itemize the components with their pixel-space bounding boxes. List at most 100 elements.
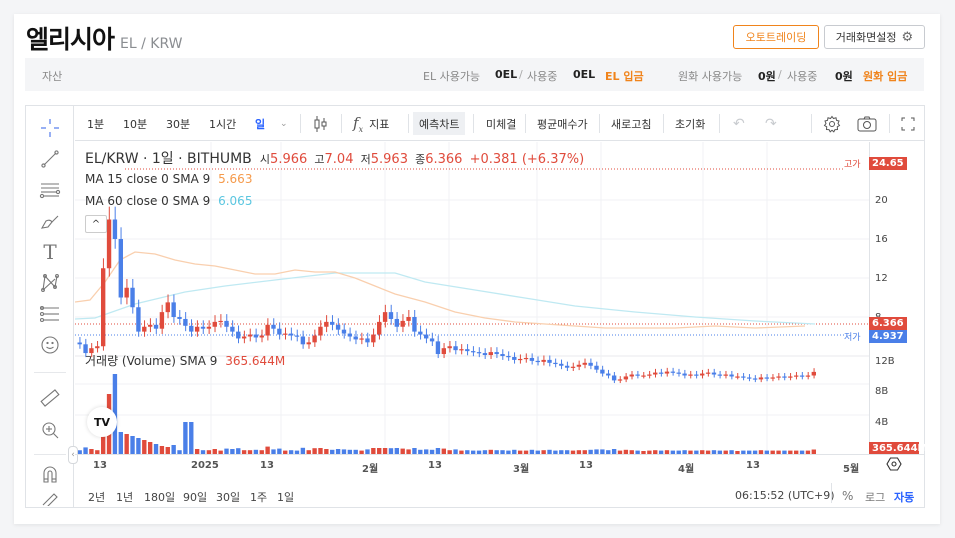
divider [719, 114, 720, 133]
high-label: 고 [314, 153, 325, 166]
collapse-legend-button[interactable]: ^ [85, 215, 107, 233]
time-tick: 13 [428, 460, 442, 471]
coin-name: 엘리시아 [26, 25, 115, 54]
coin-available-value: 0EL [495, 68, 518, 81]
horizontal-lines-icon[interactable] [38, 178, 62, 202]
ma15-value: 5.663 [218, 172, 253, 186]
krw-available-label: 원화 사용가능 [678, 70, 743, 83]
divider [831, 483, 832, 503]
volume-tick: 8B [875, 386, 889, 397]
current-price-tag: 6.366 [869, 317, 907, 330]
volume-legend[interactable]: 거래량 (Volume) SMA 9 365.644M [85, 352, 285, 369]
ma60-legend[interactable]: MA 60 close 0 SMA 9 6.065 [85, 194, 252, 208]
indicators-label: 지표 [369, 117, 390, 131]
divider [525, 114, 526, 133]
crosshair-icon[interactable] [38, 116, 62, 140]
avg-buy-price-button[interactable]: 평균매수가 [537, 117, 588, 131]
gear-icon: ⚙ [901, 29, 914, 45]
range-90d[interactable]: 90일 [183, 491, 208, 504]
time-tick: 5월 [843, 464, 860, 475]
range-1w[interactable]: 1주 [250, 491, 268, 504]
auto-trading-button[interactable]: 오토트레이딩 [733, 25, 819, 49]
ohlc-legend: EL/KRW · 1일 · BITHUMB 시5.966 고7.04 저5.96… [85, 148, 584, 168]
forecast-tool-icon[interactable] [38, 302, 62, 326]
trend-line-icon[interactable] [38, 147, 62, 171]
text-tool-icon[interactable]: T [43, 240, 57, 264]
volume-tag: 365.644M [869, 442, 928, 455]
slash: / [778, 68, 782, 81]
ruler-icon[interactable] [38, 386, 62, 410]
unfilled-orders-button[interactable]: 미체결 [486, 117, 517, 131]
coin-in-use-value: 0EL [573, 68, 596, 81]
brush-icon[interactable] [38, 209, 62, 233]
candlestick-type-icon[interactable] [313, 106, 329, 141]
low-value: 5.963 [370, 152, 408, 167]
collapse-toolbar-chevron-icon[interactable]: ‹ [68, 446, 78, 464]
range-1d[interactable]: 1일 [277, 491, 295, 504]
reset-button[interactable]: 초기화 [675, 117, 706, 131]
open-label: 시 [259, 153, 271, 166]
magnet-icon[interactable] [38, 462, 62, 486]
open-value: 5.966 [270, 152, 308, 167]
range-180d[interactable]: 180일 [144, 491, 176, 504]
change-value: +0.381 (+6.37%) [469, 152, 585, 167]
time-tick: 13 [579, 460, 593, 471]
interval-1h[interactable]: 1시간 [209, 117, 237, 131]
tradingview-logo[interactable]: TV [87, 407, 117, 437]
time-tick: 3월 [513, 464, 530, 475]
krw-available-value: 0원 [758, 70, 776, 83]
volume-label: 거래량 (Volume) SMA 9 [85, 354, 218, 368]
clock-label[interactable]: 06:15:52 (UTC+9) [735, 489, 835, 502]
time-tick: 13 [93, 460, 107, 471]
indicators-button[interactable]: fx 지표 [353, 106, 389, 141]
time-tick: 13 [746, 460, 760, 471]
chart-toolbar: 1분 10분 30분 1시간 일 ⌄ fx 지표 예측차트 미체결 평균매수가 … [75, 106, 924, 141]
asset-bar: 자산 EL 사용가능 0EL / 사용중 0EL EL 입금 원화 사용가능 0… [25, 58, 924, 91]
function-icon: fx [353, 113, 364, 134]
screen-settings-button[interactable]: 거래화면설정 ⚙ [824, 25, 925, 49]
interval-day[interactable]: 일 [255, 117, 266, 131]
refresh-button[interactable]: 새로고침 [611, 117, 652, 131]
price-chart-canvas[interactable] [75, 142, 869, 454]
settings-label: 거래화면설정 [835, 31, 897, 44]
volume-tick: 12B [875, 356, 895, 367]
volume-tick: 4B [875, 417, 889, 428]
interval-1m[interactable]: 1분 [87, 117, 105, 131]
chart-widget: T 1 [25, 105, 928, 508]
redo-icon[interactable]: ↷ [765, 115, 777, 132]
auto-scale-toggle[interactable]: 자동 [894, 491, 915, 504]
close-label: 종 [415, 153, 426, 166]
fullscreen-icon[interactable] [901, 106, 915, 141]
forecast-chart-button[interactable]: 예측차트 [413, 112, 466, 135]
chart-settings-gear-icon[interactable] [823, 106, 841, 141]
interval-10m[interactable]: 10분 [123, 117, 148, 131]
zoom-in-icon[interactable] [38, 418, 62, 442]
interval-30m[interactable]: 30분 [166, 117, 191, 131]
price-tick: 20 [875, 195, 888, 206]
divider [408, 114, 409, 133]
axis-divider [75, 454, 924, 455]
coin-deposit-link[interactable]: EL 입금 [605, 70, 644, 83]
coin-available-label: EL 사용가능 [423, 70, 481, 83]
range-2y[interactable]: 2년 [88, 491, 106, 504]
pattern-icon[interactable] [38, 271, 62, 295]
krw-deposit-link[interactable]: 원화 입금 [863, 70, 908, 83]
divider [663, 114, 664, 133]
log-toggle[interactable]: 로그 [865, 491, 886, 504]
undo-icon[interactable]: ↶ [733, 115, 745, 132]
interval-dropdown-chevron-icon[interactable]: ⌄ [280, 118, 288, 129]
time-tick: 2025 [191, 460, 219, 471]
emoji-icon[interactable] [38, 333, 62, 357]
divider [341, 114, 342, 133]
axis-settings-icon[interactable] [886, 456, 902, 476]
range-1y[interactable]: 1년 [116, 491, 134, 504]
asset-label: 자산 [42, 70, 63, 83]
range-30d[interactable]: 30일 [216, 491, 241, 504]
percent-toggle[interactable]: % [842, 489, 854, 503]
pencil-lock-icon[interactable] [38, 490, 62, 506]
divider [889, 114, 890, 133]
close-value: 6.366 [425, 152, 463, 167]
divider [599, 114, 600, 133]
screenshot-camera-icon[interactable] [857, 106, 877, 141]
ma15-legend[interactable]: MA 15 close 0 SMA 9 5.663 [85, 172, 252, 186]
